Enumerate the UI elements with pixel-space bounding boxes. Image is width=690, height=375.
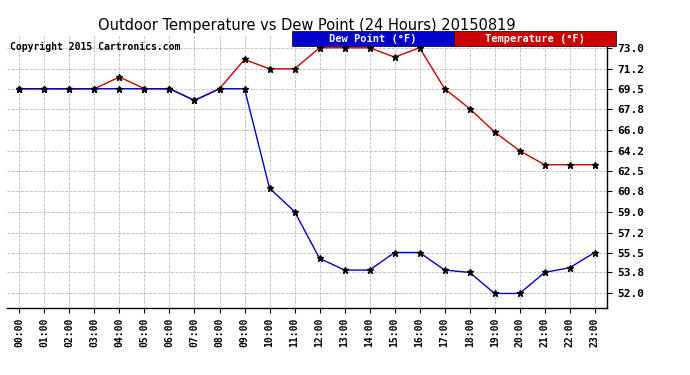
Text: Copyright 2015 Cartronics.com: Copyright 2015 Cartronics.com: [10, 42, 180, 52]
Text: Dew Point (°F): Dew Point (°F): [329, 33, 417, 44]
FancyBboxPatch shape: [292, 31, 454, 46]
Text: Temperature (°F): Temperature (°F): [485, 33, 585, 44]
Title: Outdoor Temperature vs Dew Point (24 Hours) 20150819: Outdoor Temperature vs Dew Point (24 Hou…: [98, 18, 516, 33]
FancyBboxPatch shape: [454, 31, 616, 46]
